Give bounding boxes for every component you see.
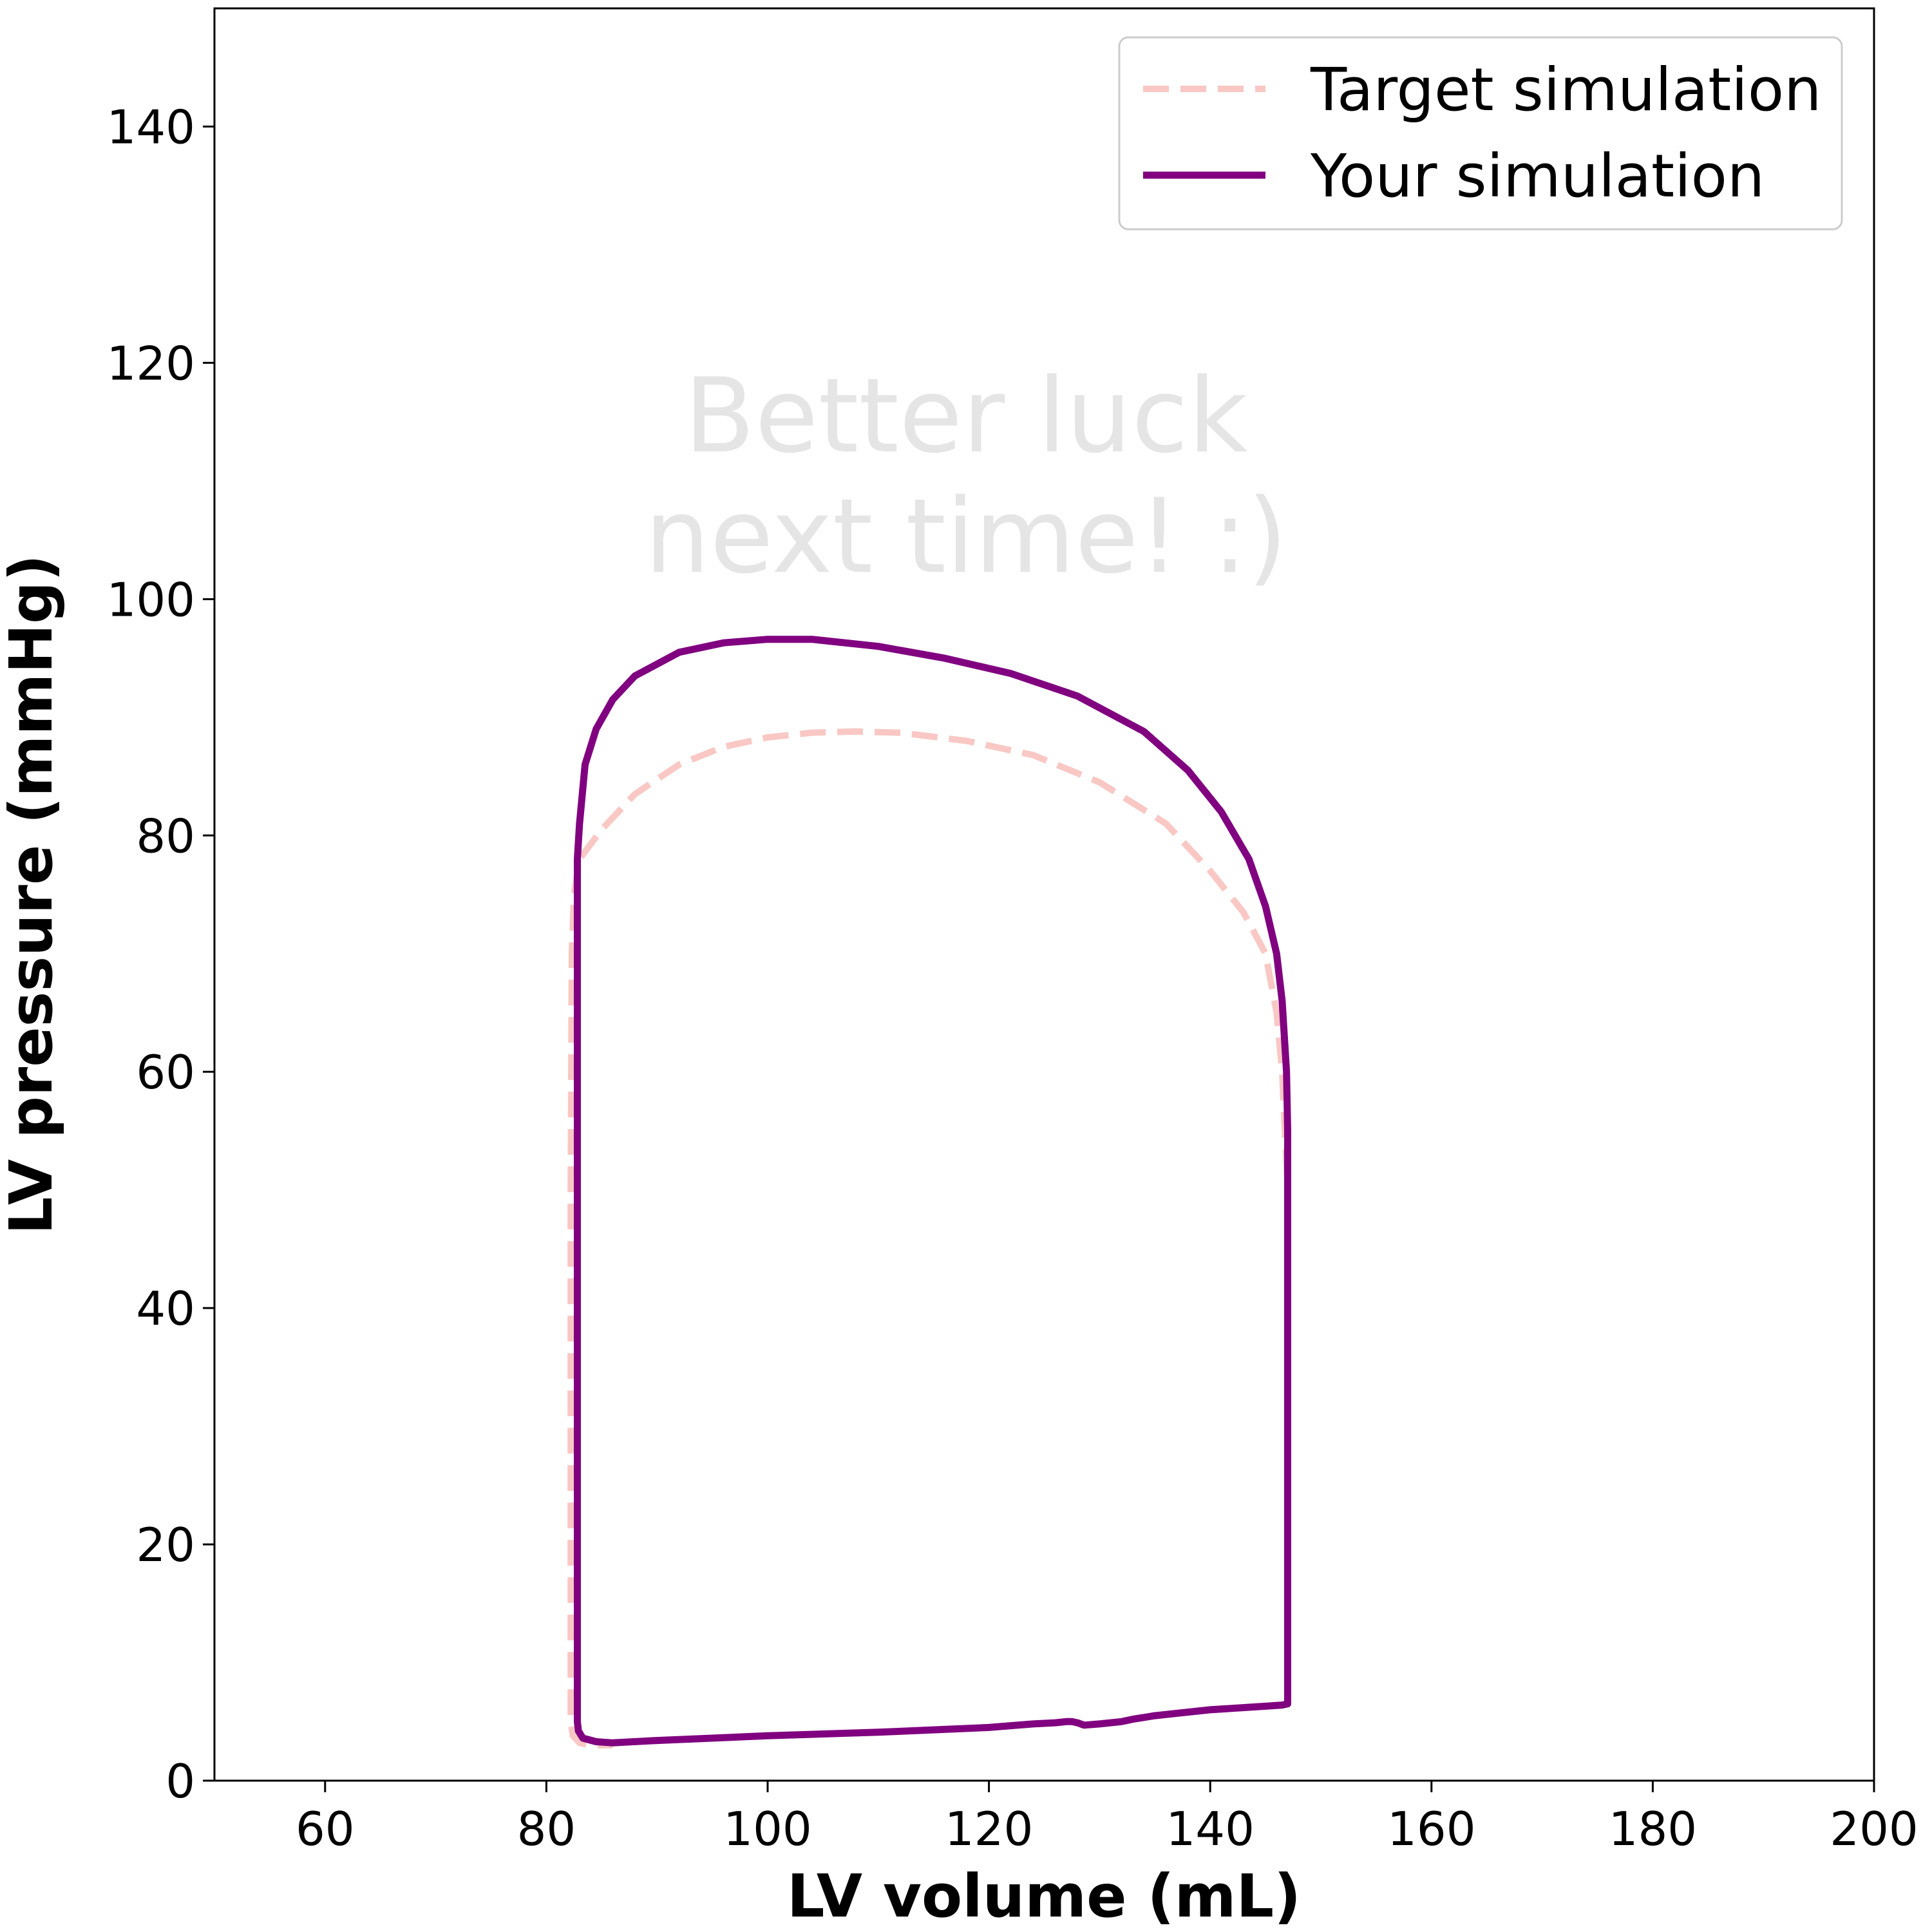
legend-box xyxy=(1118,36,1843,231)
legend-label: Your simulation xyxy=(1310,142,1765,211)
watermark-line: Better luck xyxy=(684,355,1248,476)
x-tick-label: 100 xyxy=(723,1802,811,1856)
y-axis-title: LV pressure (mmHg) xyxy=(0,554,66,1235)
legend-label: Target simulation xyxy=(1310,55,1821,124)
x-tick-label: 180 xyxy=(1609,1802,1697,1856)
y-tick-label: 0 xyxy=(166,1754,195,1808)
y-tick-label: 120 xyxy=(107,336,195,390)
y-axis: 0 20 40 60 80 100 120 140 xyxy=(107,100,214,1808)
x-axis: 60 80 100 120 140 160 180 200 xyxy=(296,1781,1918,1856)
plot-background xyxy=(214,8,1874,1781)
watermark-line: next time! :) xyxy=(645,476,1287,596)
x-tick-label: 60 xyxy=(296,1802,355,1856)
target-simulation-line xyxy=(567,728,1291,1748)
y-tick-label: 60 xyxy=(136,1045,195,1099)
y-tick-label: 100 xyxy=(107,573,195,627)
plot-frame xyxy=(213,7,1875,1782)
x-tick-label: 80 xyxy=(517,1802,576,1856)
x-tick-label: 140 xyxy=(1166,1802,1254,1856)
series-layer xyxy=(567,636,1291,1748)
x-tick-label: 160 xyxy=(1387,1802,1475,1856)
y-tick-label: 20 xyxy=(136,1518,195,1572)
your-simulation-line xyxy=(574,636,1291,1747)
y-tick-label: 40 xyxy=(136,1282,195,1336)
y-tick-label: 140 xyxy=(107,100,195,154)
x-tick-label: 120 xyxy=(945,1802,1033,1856)
x-tick-label: 200 xyxy=(1830,1802,1918,1856)
legend: Target simulation Your simulation xyxy=(1118,36,1843,231)
y-tick-label: 80 xyxy=(136,809,195,863)
x-axis-title: LV volume (mL) xyxy=(787,1862,1301,1931)
